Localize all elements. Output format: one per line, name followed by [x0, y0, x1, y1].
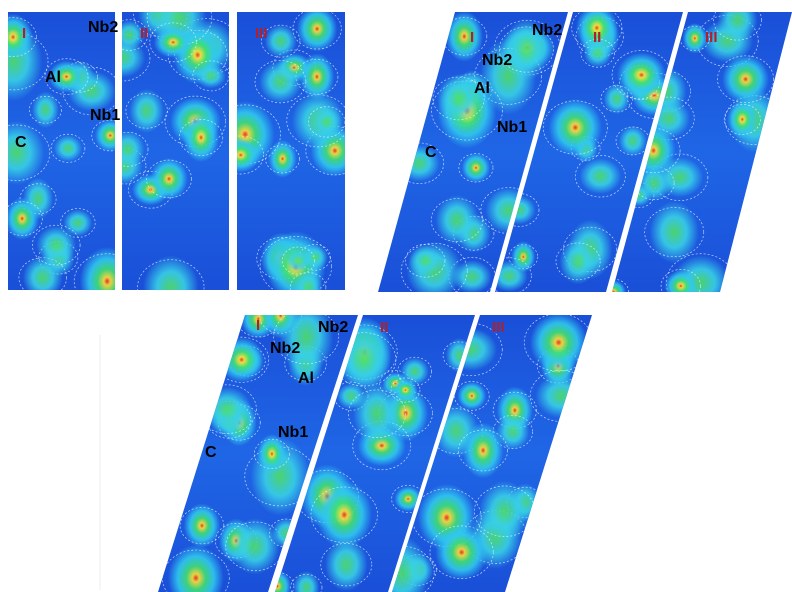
density-blob: [299, 53, 334, 100]
atom-label: Al: [474, 80, 490, 97]
atom-label: Nb1: [278, 424, 308, 441]
density-blob: [435, 525, 488, 580]
panel-label: III: [492, 319, 505, 336]
density-blob: [580, 158, 622, 194]
panel-label: III: [705, 29, 718, 46]
density-blob: [285, 248, 312, 272]
density-blob: [279, 299, 333, 373]
density-blob: [353, 382, 401, 445]
density-blob: [722, 55, 769, 104]
panel-label: I: [22, 25, 26, 42]
atom-label: Nb2: [482, 52, 512, 69]
density-blob: [463, 422, 504, 478]
density-blob: [617, 52, 666, 97]
density-blob: [184, 503, 220, 548]
density-blob: [445, 11, 483, 62]
density-blob: [560, 238, 597, 284]
density-blob: [664, 270, 697, 301]
atom-label: Nb2: [88, 19, 118, 36]
atom-label: C: [205, 444, 217, 461]
density-blob: [36, 226, 76, 264]
density-blob: [203, 387, 252, 431]
density-blob: [530, 313, 587, 373]
density-blob: [462, 153, 490, 182]
density-figure: IIIIIINb2AlNb1CIIIIIINb2Nb2AlNb1CIIIIIIN…: [0, 0, 792, 592]
density-blob: [409, 245, 442, 276]
panel-label: I: [256, 317, 260, 334]
density-blob: [265, 25, 297, 58]
panel-label: II: [380, 319, 388, 336]
atom-label: Nb1: [497, 119, 527, 136]
density-blob: [95, 119, 126, 151]
density-blob: [727, 100, 757, 138]
atom-label: Al: [45, 69, 61, 86]
atom-label: Nb1: [90, 107, 120, 124]
density-blob: [129, 89, 164, 133]
panel-label: I: [470, 29, 474, 46]
density-blob: [619, 126, 647, 157]
density-blob: [150, 158, 188, 200]
figure-group: IIIIIINb2Nb2AlNb1C: [378, 0, 792, 311]
panel-label: III: [255, 25, 268, 42]
density-blob: [111, 131, 145, 168]
density-blob: [293, 270, 323, 306]
density-blob: [54, 135, 82, 162]
atom-label: Al: [298, 370, 314, 387]
panel-label: II: [140, 25, 148, 42]
atom-label: C: [425, 144, 437, 161]
atom-label: Nb2: [270, 340, 300, 357]
density-blob: [325, 538, 368, 592]
panel-label: II: [593, 29, 601, 46]
density-blob: [259, 61, 301, 103]
density-blob: [394, 486, 421, 511]
density-blob: [311, 107, 341, 138]
atom-label: Nb2: [318, 319, 348, 336]
density-blob: [219, 337, 264, 382]
density-blob: [457, 382, 486, 410]
figure-group: IIIIIINb2AlNb1C: [0, 0, 364, 319]
atom-label: C: [15, 134, 27, 151]
density-blob: [479, 481, 530, 542]
atom-label: Nb2: [532, 22, 562, 39]
density-blob: [650, 201, 699, 263]
density-blob: [535, 374, 586, 418]
density-blob: [549, 99, 602, 156]
density-blob: [183, 113, 219, 162]
density-blob: [5, 197, 39, 240]
density-blob: [32, 92, 59, 128]
density-blob: [683, 23, 707, 54]
density-blob: [154, 27, 193, 58]
density-blob: [196, 64, 226, 89]
